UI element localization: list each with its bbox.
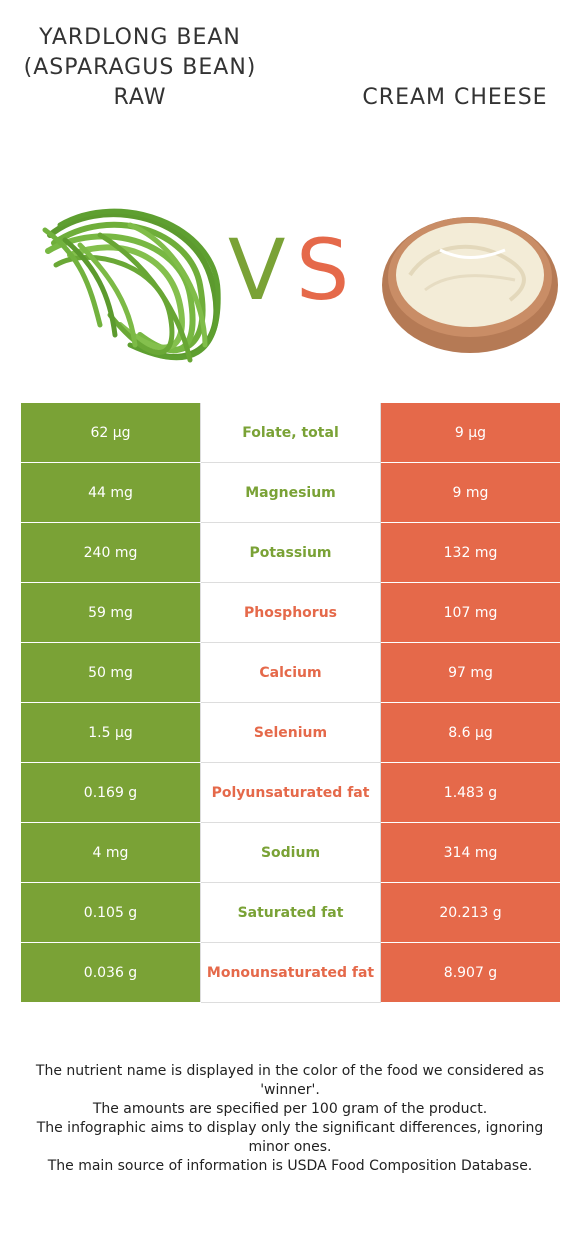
left-food-value: 50 mg [21, 642, 201, 703]
nutrient-name: Selenium [200, 702, 381, 763]
table-row: 62 µg Folate, total 9 µg [21, 403, 560, 463]
right-food-value: 9 µg [380, 403, 560, 463]
comparison-table: 62 µg Folate, total 9 µg 44 mg Magnesium 9 mg… [21, 403, 560, 1003]
left-food-value: 0.036 g [21, 942, 201, 1003]
nutrient-name: Magnesium [200, 462, 381, 523]
left-food-value: 4 mg [21, 822, 201, 883]
table-row: 1.5 µg Selenium 8.6 µg [21, 702, 560, 763]
right-food-value: 1.483 g [380, 762, 560, 823]
table-row: 0.036 g Monounsaturated fat 8.907 g [21, 942, 560, 1003]
table-row: 59 mg Phosphorus 107 mg [21, 582, 560, 643]
left-food-value: 1.5 µg [21, 702, 201, 763]
nutrient-name: Calcium [200, 642, 381, 703]
nutrient-name: Sodium [200, 822, 381, 883]
right-food-title: CREAM CHEESE [362, 85, 548, 110]
right-food-value: 9 mg [380, 462, 560, 523]
nutrient-name: Saturated fat [200, 882, 381, 943]
right-food-value: 20.213 g [380, 882, 560, 943]
left-food-value: 0.105 g [21, 882, 201, 943]
nutrient-name: Polyunsaturated fat [200, 762, 381, 823]
right-food-value: 132 mg [380, 522, 560, 583]
footnote-winner: The nutrient name is displayed in the co… [35, 1063, 545, 1098]
left-food-value: 44 mg [21, 462, 201, 523]
left-food-value: 0.169 g [21, 762, 201, 823]
left-food-value: 62 µg [21, 403, 201, 463]
cream-cheese-image [382, 217, 558, 353]
right-food-value: 107 mg [380, 582, 560, 643]
footnote-source: The main source of information is USDA F… [47, 1158, 533, 1174]
right-food-value: 8.6 µg [380, 702, 560, 763]
right-food-value: 97 mg [380, 642, 560, 703]
yardlong-bean-image [42, 208, 221, 363]
table-row: 44 mg Magnesium 9 mg [21, 462, 560, 523]
footnote-significance: The infographic aims to display only the… [36, 1120, 544, 1155]
left-food-value: 59 mg [21, 582, 201, 643]
nutrient-name: Monounsaturated fat [200, 942, 381, 1003]
table-row: 240 mg Potassium 132 mg [21, 522, 560, 583]
table-row: 0.105 g Saturated fat 20.213 g [21, 882, 560, 943]
table-row: 50 mg Calcium 97 mg [21, 642, 560, 703]
left-food-title: YARDLONG BEAN (ASPARAGUS BEAN) RAW [23, 25, 257, 110]
footnotes: The nutrient name is displayed in the co… [20, 1062, 560, 1176]
table-row: 4 mg Sodium 314 mg [21, 822, 560, 883]
nutrient-name: Folate, total [200, 403, 381, 463]
vs-letter-s: S [296, 221, 350, 319]
nutrient-name: Phosphorus [200, 582, 381, 643]
table-row: 0.169 g Polyunsaturated fat 1.483 g [21, 762, 560, 823]
right-food-value: 314 mg [380, 822, 560, 883]
footnote-amounts: The amounts are specified per 100 gram o… [92, 1101, 488, 1117]
nutrient-name: Potassium [200, 522, 381, 583]
left-food-value: 240 mg [21, 522, 201, 583]
vs-letter-v: V [228, 221, 286, 319]
right-food-value: 8.907 g [380, 942, 560, 1003]
